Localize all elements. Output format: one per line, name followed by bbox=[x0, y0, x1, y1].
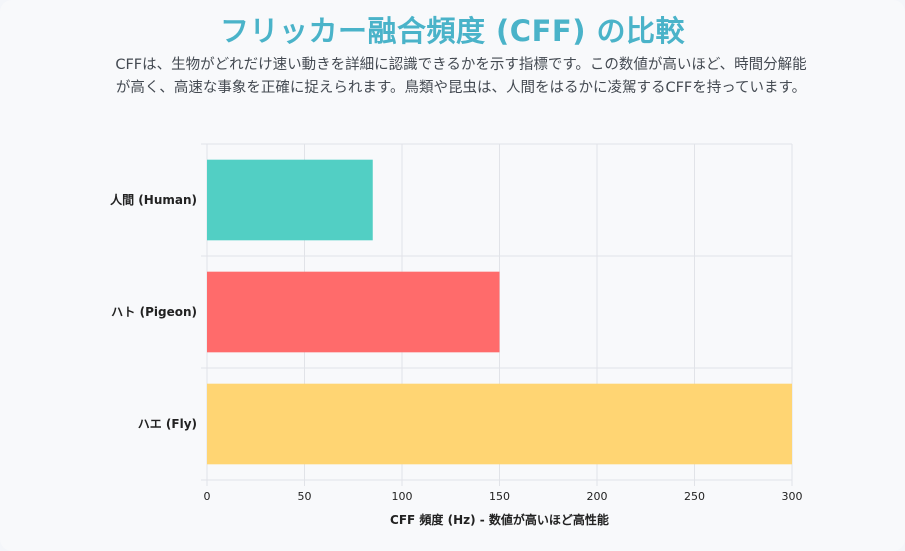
page-title: フリッカー融合頻度 (CFF) の比較 bbox=[219, 14, 686, 48]
x-tick-label-1: 50 bbox=[298, 490, 312, 503]
category-label-2: ハエ (Fly) bbox=[138, 417, 197, 431]
x-axis-title: CFF 頻度 (Hz) - 数値が高いほど高性能 bbox=[390, 512, 609, 527]
x-tick-label-4: 200 bbox=[587, 490, 608, 503]
x-tick-label-0: 0 bbox=[204, 490, 211, 503]
bar-2 bbox=[207, 383, 792, 465]
description: CFFは、生物がどれだけ速い動きを詳細に認識できるかを示す指標です。この数値が高… bbox=[66, 54, 856, 100]
category-label-0: 人間 (Human) bbox=[110, 192, 197, 207]
category-label-1: ハト (Pigeon) bbox=[111, 305, 197, 319]
bar-0 bbox=[207, 159, 373, 241]
x-tick-label-6: 300 bbox=[782, 490, 803, 503]
bar-1 bbox=[207, 271, 500, 353]
x-tick-label-2: 100 bbox=[392, 490, 413, 503]
x-tick-label-5: 250 bbox=[684, 490, 705, 503]
description-line-1: CFFは、生物がどれだけ速い動きを詳細に認識できるかを示す指標です。この数値が高… bbox=[115, 57, 807, 73]
description-line-2: が高く、高速な事象を正確に捉えられます。鳥類や昆虫は、人間をはるかに凌駕するCF… bbox=[115, 80, 807, 96]
x-tick-label-3: 150 bbox=[489, 490, 510, 503]
